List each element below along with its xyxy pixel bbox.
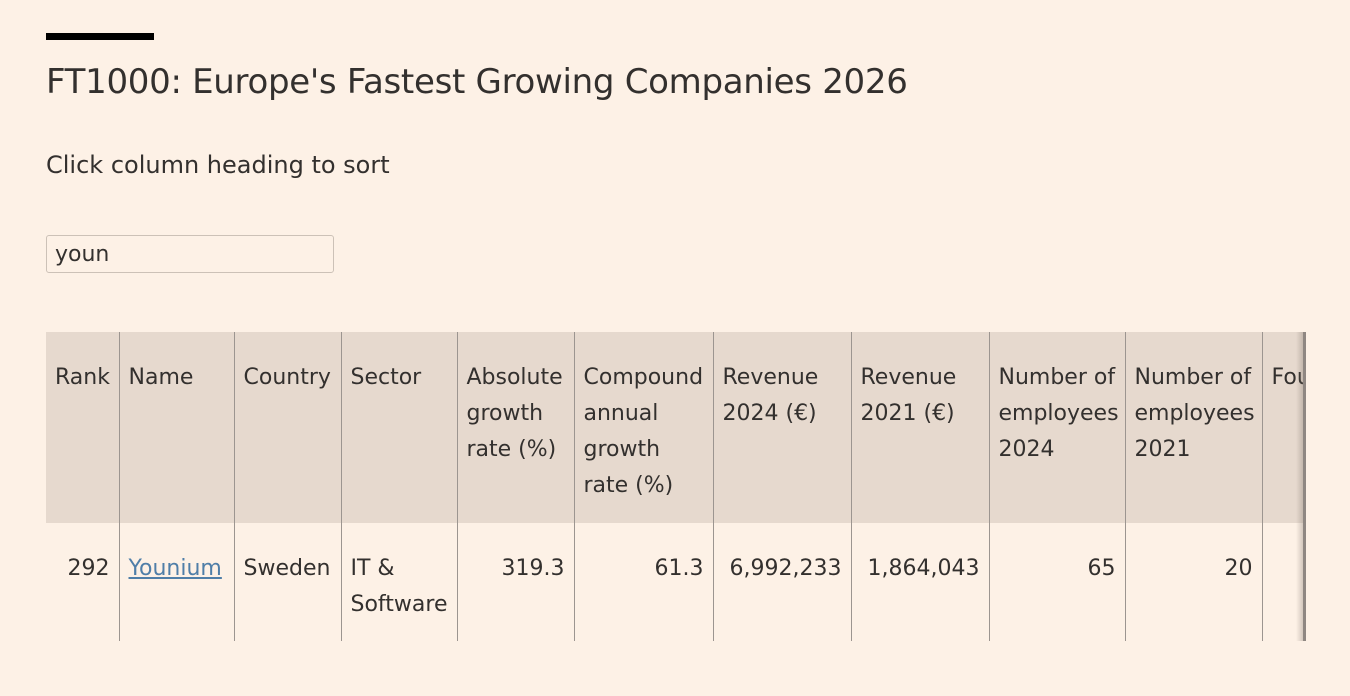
results-table: Rank Name Country Sector Absolute growth…	[46, 332, 1306, 641]
column-header-four-years[interactable]: Four years	[1262, 332, 1306, 523]
column-header-country[interactable]: Country	[234, 332, 342, 523]
column-header-employees-2024[interactable]: Number of employees 2024	[989, 332, 1126, 523]
column-header-sector[interactable]: Sector	[341, 332, 458, 523]
column-header-name[interactable]: Name	[119, 332, 235, 523]
cell-country: Sweden	[234, 523, 342, 641]
sort-instructions: Click column heading to sort	[46, 151, 390, 179]
column-header-absolute-growth[interactable]: Absolute growth rate (%)	[457, 332, 575, 523]
table-row: 292 Younium Sweden IT & Software 319.3 6…	[46, 523, 1306, 641]
page-title: FT1000: Europe's Fastest Growing Compani…	[46, 62, 908, 102]
horizontal-scroll-edge	[1303, 332, 1306, 641]
cell-employees-2024: 65	[989, 523, 1126, 641]
cell-cagr: 61.3	[574, 523, 714, 641]
cell-absolute-growth: 319.3	[457, 523, 575, 641]
cell-employees-2021: 20	[1125, 523, 1263, 641]
results-table-container[interactable]: Rank Name Country Sector Absolute growth…	[46, 332, 1306, 641]
cell-revenue-2024: 6,992,233	[713, 523, 852, 641]
column-header-revenue-2021[interactable]: Revenue 2021 (€)	[851, 332, 990, 523]
column-header-cagr[interactable]: Compound annual growth rate (%)	[574, 332, 714, 523]
cell-rank: 292	[46, 523, 120, 641]
column-header-employees-2021[interactable]: Number of employees 2021	[1125, 332, 1263, 523]
cell-revenue-2021: 1,864,043	[851, 523, 990, 641]
top-rule-divider	[46, 33, 154, 40]
cell-four-years	[1262, 523, 1306, 641]
search-input[interactable]	[46, 235, 334, 273]
company-link-younium[interactable]: Younium	[128, 556, 222, 581]
cell-sector: IT & Software	[341, 523, 458, 641]
cell-name: Younium	[119, 523, 235, 641]
column-header-revenue-2024[interactable]: Revenue 2024 (€)	[713, 332, 852, 523]
column-header-rank[interactable]: Rank	[46, 332, 120, 523]
table-header-row: Rank Name Country Sector Absolute growth…	[46, 332, 1306, 523]
